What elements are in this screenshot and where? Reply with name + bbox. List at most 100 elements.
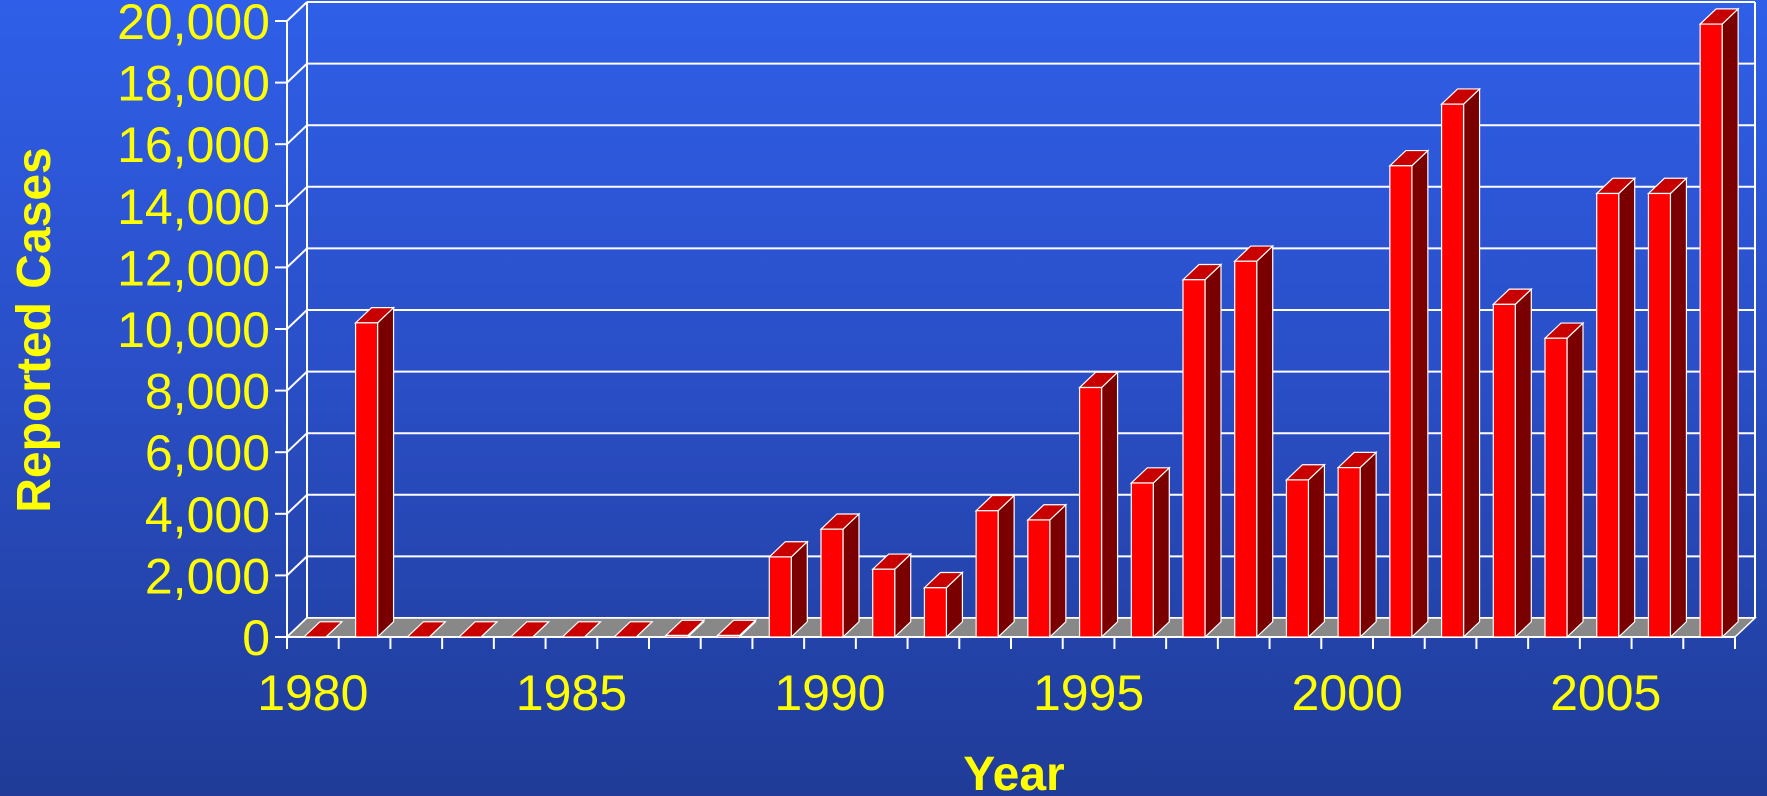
bar-1991 bbox=[871, 552, 913, 639]
bar-1996 bbox=[1129, 466, 1171, 639]
chart-floor bbox=[285, 617, 1757, 638]
bar-side bbox=[1100, 370, 1119, 639]
gridline bbox=[286, 370, 308, 392]
bar-1992 bbox=[922, 571, 964, 639]
bar-2001 bbox=[1388, 149, 1430, 639]
bar-front bbox=[665, 634, 689, 638]
bar-1980 bbox=[302, 621, 344, 638]
bar-1986 bbox=[612, 621, 654, 638]
gridline bbox=[286, 309, 308, 330]
bar-side bbox=[1307, 463, 1326, 639]
bar-side bbox=[376, 306, 395, 639]
bar-side bbox=[1566, 321, 1584, 639]
gridline bbox=[286, 1, 308, 22]
y-tick-label: 16,000 bbox=[117, 117, 270, 173]
bar-front bbox=[923, 587, 948, 638]
bar-side bbox=[1204, 263, 1222, 639]
bar-2006 bbox=[1646, 176, 1688, 639]
bar-side bbox=[790, 540, 808, 639]
bar-side bbox=[1721, 7, 1739, 639]
bar-side bbox=[842, 512, 860, 639]
bar-1989 bbox=[767, 540, 809, 639]
bar-front bbox=[768, 556, 792, 638]
bar-side bbox=[1359, 451, 1377, 639]
bar-2000 bbox=[1336, 451, 1378, 639]
bar-top bbox=[457, 621, 499, 638]
bar-1993 bbox=[974, 494, 1016, 639]
bar-front bbox=[1699, 23, 1723, 638]
y-axis-title: Reported Cases bbox=[8, 147, 61, 512]
gridline bbox=[286, 124, 308, 145]
gridline bbox=[286, 186, 308, 207]
bar-top bbox=[509, 621, 551, 638]
gridlines bbox=[286, 1, 1756, 638]
bar-1988 bbox=[716, 618, 758, 639]
bar-front bbox=[1130, 482, 1154, 638]
y-tick-label: 12,000 bbox=[117, 240, 270, 296]
bars bbox=[302, 7, 1740, 639]
bar-front bbox=[1544, 337, 1568, 638]
y-tick-label: 14,000 bbox=[117, 179, 270, 235]
bar-2007 bbox=[1698, 7, 1740, 639]
x-tick-label: 1995 bbox=[1033, 665, 1144, 721]
bar-1994 bbox=[1026, 503, 1068, 639]
bar-1999 bbox=[1284, 463, 1326, 639]
bar-side bbox=[1462, 87, 1481, 639]
bar-1990 bbox=[819, 512, 861, 639]
bar-front bbox=[820, 528, 844, 638]
x-axis-title: Year bbox=[963, 748, 1064, 796]
bar-2003 bbox=[1491, 287, 1533, 639]
bar-side bbox=[1049, 503, 1067, 639]
x-tick-label: 1985 bbox=[516, 665, 627, 721]
bar-front bbox=[1234, 260, 1258, 638]
bar-1982 bbox=[405, 621, 447, 638]
y-tick-label: 6,000 bbox=[145, 425, 270, 481]
gridline bbox=[286, 432, 308, 453]
y-tick-label: 18,000 bbox=[117, 56, 270, 112]
y-tick-label: 8,000 bbox=[145, 364, 270, 420]
bar-1987 bbox=[664, 618, 706, 639]
bar-2004 bbox=[1543, 321, 1585, 639]
bar-2005 bbox=[1595, 176, 1637, 639]
bar-1981 bbox=[354, 306, 396, 639]
x-tick-label: 2005 bbox=[1550, 665, 1661, 721]
bar-1995 bbox=[1078, 370, 1120, 639]
gridline bbox=[286, 555, 308, 577]
bar-side bbox=[997, 494, 1015, 639]
x-axis-ticks: 1980 1985 1990 1995 2000 2005 bbox=[257, 637, 1736, 721]
bar-top bbox=[612, 621, 654, 638]
bar-front bbox=[1647, 192, 1672, 638]
gridline bbox=[286, 494, 308, 515]
bar-front bbox=[1027, 519, 1051, 638]
bar-side bbox=[1411, 149, 1429, 639]
bar-front bbox=[872, 568, 896, 638]
bar-front bbox=[716, 634, 741, 638]
bar-top bbox=[560, 621, 602, 638]
x-tick-label: 1980 bbox=[257, 665, 368, 721]
bar-side bbox=[1669, 176, 1688, 639]
bar-front bbox=[1285, 479, 1310, 638]
bar-1998 bbox=[1233, 244, 1275, 639]
bar-front bbox=[1440, 103, 1465, 638]
bar-side bbox=[1618, 176, 1636, 639]
bar-2002 bbox=[1440, 87, 1482, 639]
bar-1984 bbox=[509, 621, 551, 638]
bar-front bbox=[1492, 303, 1516, 638]
bar-1985 bbox=[560, 621, 602, 638]
y-tick-label: 20,000 bbox=[117, 0, 270, 50]
bar-front bbox=[1337, 467, 1361, 638]
bar-side bbox=[1256, 244, 1274, 639]
bar-1983 bbox=[457, 621, 499, 638]
x-tick-label: 1990 bbox=[774, 665, 885, 721]
bar-top bbox=[405, 621, 447, 638]
bar-front bbox=[1596, 192, 1620, 638]
gridline bbox=[286, 247, 308, 269]
y-tick-label: 2,000 bbox=[145, 548, 270, 604]
y-tick-label: 0 bbox=[242, 610, 270, 666]
y-tick-label: 4,000 bbox=[145, 487, 270, 543]
bar-front bbox=[354, 322, 379, 638]
bar-1997 bbox=[1181, 263, 1223, 639]
bar-front bbox=[1182, 279, 1206, 638]
